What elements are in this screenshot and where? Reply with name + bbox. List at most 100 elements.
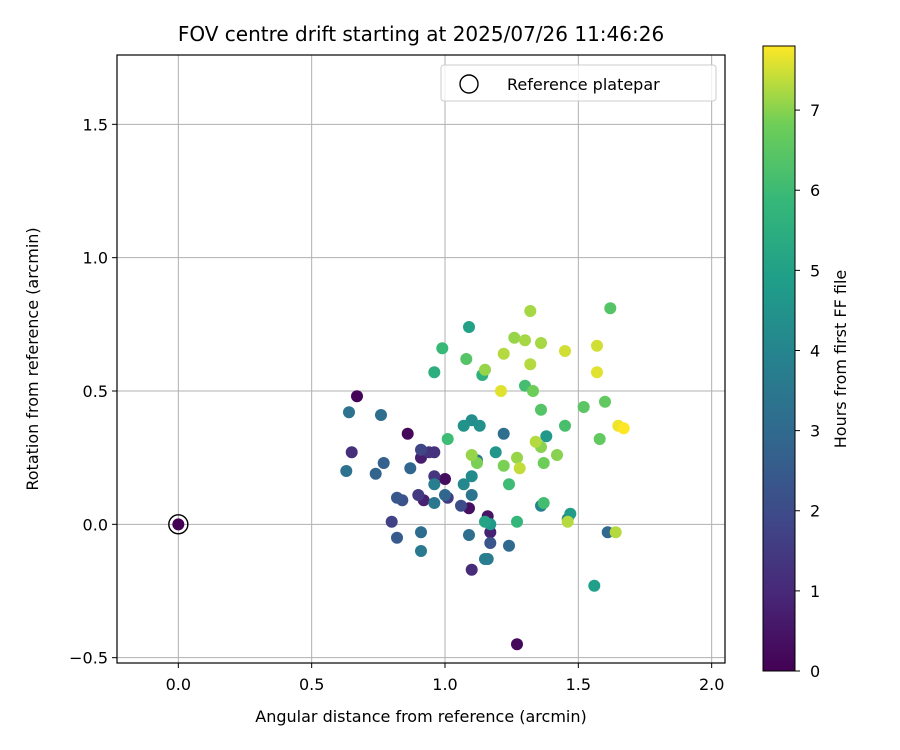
data-point — [503, 539, 515, 552]
data-point — [495, 385, 507, 397]
data-point — [428, 366, 441, 379]
data-point — [561, 515, 574, 528]
colorbar-tick-label: 6 — [810, 181, 820, 200]
reference-marker-group — [168, 514, 189, 535]
data-point — [519, 334, 531, 347]
data-point — [535, 403, 547, 416]
x-tick-label: 0.5 — [299, 675, 324, 694]
data-point — [577, 401, 590, 413]
y-tick-label: −0.5 — [69, 649, 108, 668]
grid — [117, 55, 725, 663]
y-tick-label: 1.5 — [83, 115, 108, 134]
data-point — [391, 531, 403, 544]
data-point — [524, 358, 537, 371]
data-point — [599, 395, 611, 408]
data-point — [340, 465, 353, 477]
data-point — [473, 419, 486, 432]
data-point — [537, 457, 550, 469]
data-point — [588, 579, 601, 592]
y-tick-label: 0.5 — [83, 382, 108, 401]
data-point — [593, 433, 606, 445]
data-point — [463, 321, 475, 333]
data-point — [535, 337, 547, 349]
data-point — [391, 491, 403, 504]
legend-box — [440, 64, 717, 102]
data-point — [401, 427, 414, 440]
y-axis-ticks: −0.5 0.0 0.5 1.0 1.5 — [69, 115, 117, 668]
data-point — [439, 473, 451, 485]
data-point — [428, 478, 441, 491]
data-point — [503, 478, 515, 491]
colorbar-tick-label: 4 — [810, 341, 820, 360]
data-point — [377, 457, 390, 469]
x-tick-label: 0.0 — [166, 675, 191, 694]
data-point — [479, 515, 491, 528]
data-point — [412, 489, 425, 501]
colorbar-gradient — [762, 45, 796, 672]
data-point — [441, 433, 454, 445]
data-point — [511, 451, 523, 464]
colorbar-label: Hours from first FF file — [831, 270, 850, 449]
data-point — [591, 366, 603, 379]
data-point — [428, 497, 441, 509]
data-point — [465, 449, 478, 461]
colorbar-tick-label: 5 — [810, 261, 820, 280]
colorbar-tick-label: 2 — [810, 502, 820, 521]
data-point — [463, 529, 475, 541]
data-point — [604, 302, 617, 315]
colorbar: 0 1 2 3 4 5 6 7 Hours from first FF file — [762, 45, 850, 681]
data-point — [415, 545, 427, 557]
colorbar-tick-label: 1 — [810, 582, 820, 601]
data-point — [540, 430, 553, 443]
data-point — [415, 443, 427, 456]
data-point — [591, 339, 603, 352]
data-point — [465, 470, 478, 483]
x-axis-label: Angular distance from reference (arcmin) — [255, 707, 586, 726]
data-point — [497, 347, 510, 360]
legend: Reference platepar — [440, 64, 717, 102]
y-tick-label: 0.0 — [83, 515, 108, 534]
data-point — [457, 419, 470, 432]
data-point — [617, 422, 630, 435]
data-point — [537, 497, 550, 509]
colorbar-tick-label: 0 — [810, 662, 820, 681]
data-point — [479, 363, 491, 376]
legend-entry-label: Reference platepar — [507, 75, 660, 94]
x-tick-label: 1.5 — [566, 675, 591, 694]
reference-point — [172, 518, 185, 531]
data-point — [465, 489, 478, 501]
data-point — [351, 390, 363, 403]
reference-marker — [168, 514, 189, 535]
data-point — [497, 459, 510, 472]
data-point — [511, 638, 523, 651]
data-point — [511, 515, 523, 528]
data-point — [457, 478, 470, 491]
data-point — [527, 385, 539, 397]
data-point — [513, 462, 526, 475]
data-point — [439, 489, 451, 501]
data-point — [460, 353, 473, 365]
data-point — [508, 331, 521, 344]
plot-frame — [116, 54, 726, 664]
data-point — [609, 526, 622, 539]
x-axis-ticks: 0.0 0.5 1.0 1.5 2.0 — [166, 663, 724, 694]
data-point — [559, 419, 571, 432]
data-point — [455, 499, 467, 512]
data-point — [559, 345, 571, 357]
chart-title: FOV centre drift starting at 2025/07/26 … — [178, 22, 664, 46]
data-point — [436, 342, 449, 355]
data-point — [489, 446, 502, 459]
data-point — [385, 515, 398, 528]
data-point — [529, 435, 542, 448]
y-axis-label: Rotation from reference (arcmin) — [23, 227, 42, 490]
data-point — [479, 553, 491, 565]
data-point — [497, 427, 510, 440]
data-point — [465, 563, 478, 576]
data-point — [345, 446, 358, 459]
data-point — [369, 467, 382, 480]
colorbar-tick-label: 3 — [810, 422, 820, 441]
data-point — [484, 537, 497, 549]
